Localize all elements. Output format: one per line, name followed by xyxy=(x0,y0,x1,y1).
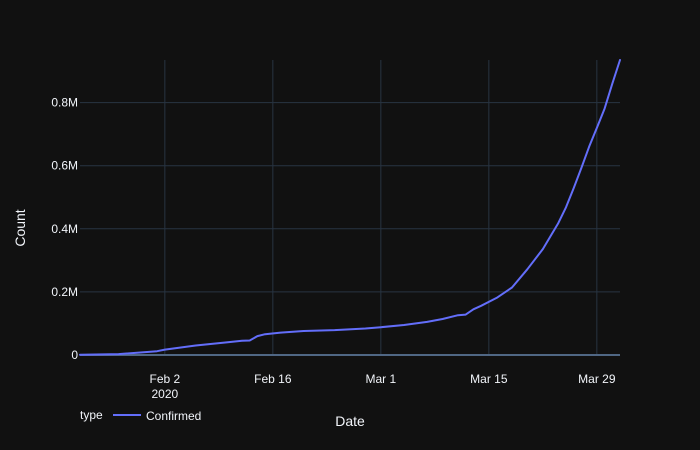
x-axis-title: Date xyxy=(335,413,365,429)
y-tick-label: 0.8M xyxy=(51,96,78,110)
y-tick-label: 0.2M xyxy=(51,285,78,299)
x-tick-label: Feb 2 xyxy=(150,372,181,386)
series-line-confirmed[interactable] xyxy=(79,59,621,356)
x-tick-label: Feb 16 xyxy=(254,372,292,386)
x-tick-label: Mar 1 xyxy=(366,372,397,386)
y-tick-label: 0.6M xyxy=(51,159,78,173)
y-tick-label: 0 xyxy=(71,348,78,362)
legend-label-confirmed[interactable]: Confirmed xyxy=(146,409,201,423)
y-tick-label: 0.4M xyxy=(51,222,78,236)
y-axis-title: Count xyxy=(12,209,28,246)
x-tick-label: Mar 29 xyxy=(578,372,616,386)
x-tick-label: Mar 15 xyxy=(470,372,508,386)
legend-title: type xyxy=(80,408,103,422)
x-tick-sublabel: 2020 xyxy=(152,387,179,401)
series-layer xyxy=(79,59,621,356)
legend[interactable]: type Confirmed xyxy=(80,408,201,423)
grid xyxy=(80,60,620,356)
